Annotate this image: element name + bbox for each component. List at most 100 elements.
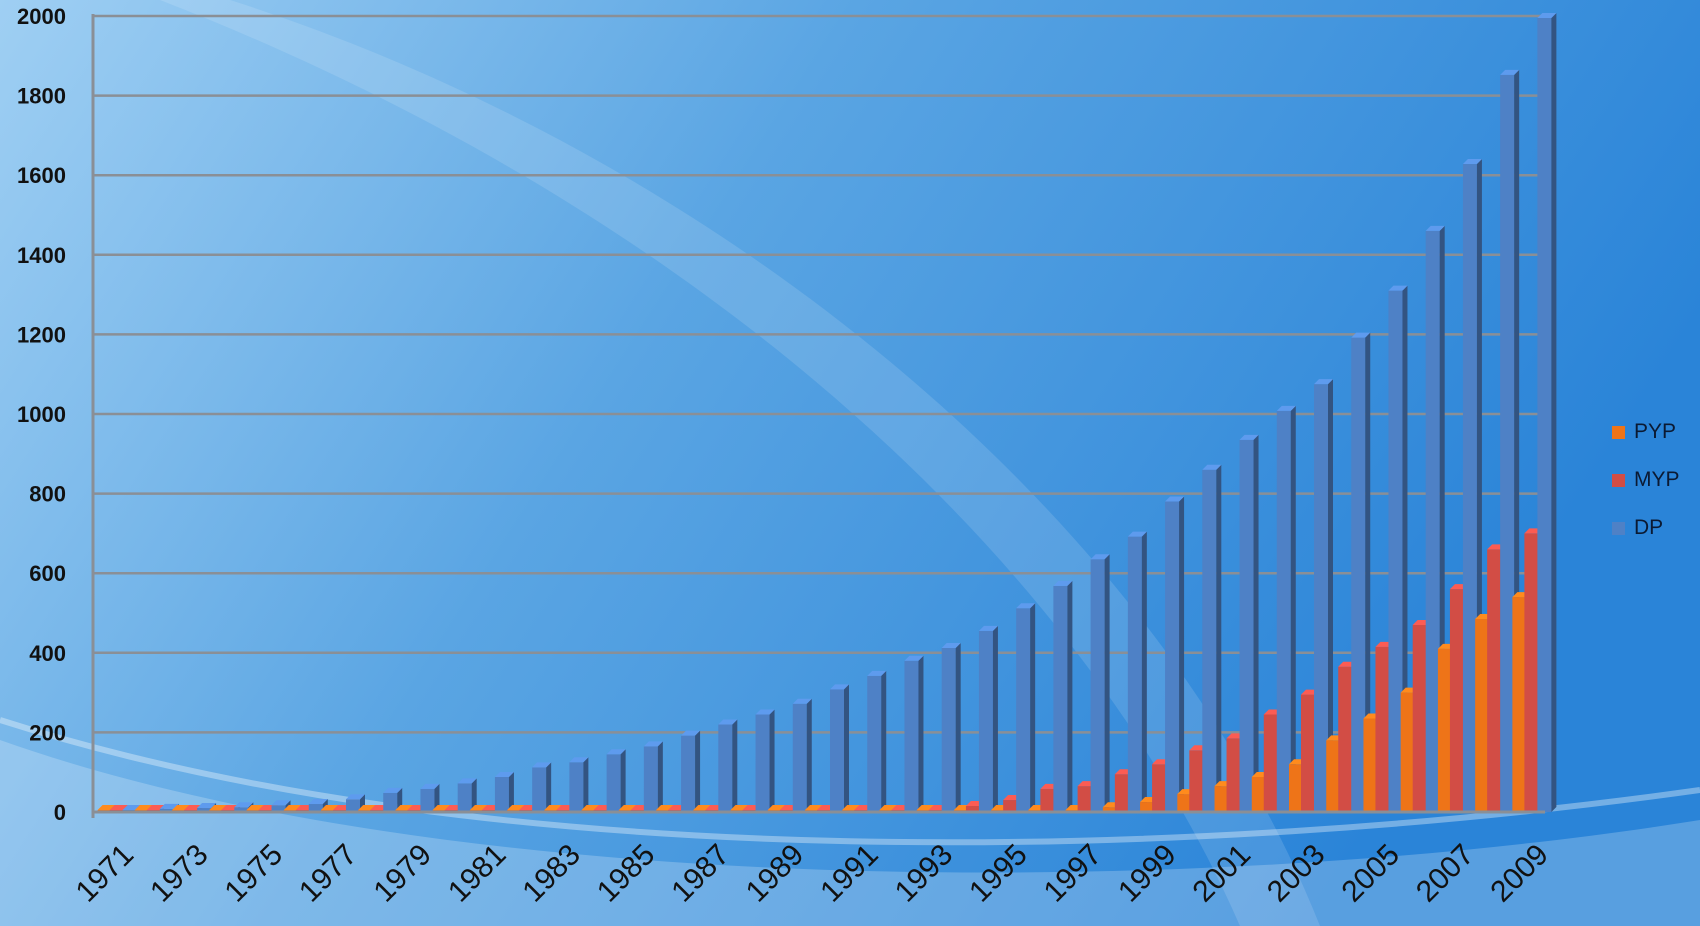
bar-side	[583, 757, 589, 812]
bar	[494, 771, 514, 812]
bar-top	[1537, 12, 1557, 18]
bar-side	[1253, 434, 1259, 812]
bar-front	[1189, 750, 1204, 812]
bar-top	[346, 794, 365, 800]
bar-top	[457, 778, 477, 784]
bar-side	[695, 730, 701, 812]
legend: PYP MYP DP	[1612, 408, 1698, 552]
bar-front	[1127, 536, 1142, 812]
x-tick-label: 1975	[219, 838, 290, 909]
bar-top	[234, 802, 254, 808]
bar-front	[1338, 666, 1353, 812]
bar-front	[978, 630, 993, 812]
bar-side	[1216, 464, 1222, 812]
bar-side	[1365, 332, 1371, 812]
bar-front	[234, 807, 249, 812]
bar-front	[1363, 718, 1378, 812]
bar-front	[792, 703, 807, 812]
x-tick-labels: 1971 1973 1975 1977 1979 1981 1983 1985 1987 1989…	[70, 838, 1555, 909]
x-tick-label: 2007	[1410, 838, 1481, 909]
bar-front	[1114, 774, 1129, 812]
bar-side	[992, 625, 998, 812]
bar-top	[1239, 434, 1259, 440]
bar-top	[755, 709, 775, 715]
x-tick-label: 1985	[591, 838, 662, 909]
legend-swatch-dp	[1612, 521, 1625, 535]
bar-front	[1437, 648, 1452, 812]
bar	[904, 655, 924, 812]
x-tick-label: 2005	[1335, 838, 1406, 909]
bar-side	[881, 670, 887, 812]
bar-top	[1351, 332, 1371, 338]
legend-item-pyp: PYP	[1612, 408, 1698, 456]
bar-front	[1053, 585, 1068, 812]
bar-front	[1177, 794, 1192, 812]
bar-side	[1328, 379, 1333, 812]
bar-side	[1551, 12, 1557, 813]
bar-front	[1289, 764, 1303, 812]
bar-front	[1475, 618, 1490, 812]
bar	[1314, 379, 1333, 812]
y-tick-label: 600	[29, 561, 66, 586]
bar	[1239, 434, 1259, 812]
bar-side	[844, 684, 849, 812]
bar-top	[941, 643, 961, 649]
bar	[1127, 531, 1147, 812]
bar-front	[308, 804, 323, 812]
bar	[1090, 554, 1110, 812]
bar-front	[346, 799, 360, 812]
x-tick-label: 1997	[1038, 838, 1109, 909]
bar	[1053, 580, 1073, 812]
bar-side	[1104, 554, 1110, 812]
bar-top	[532, 762, 552, 768]
bar-front	[1326, 740, 1341, 812]
bar-front	[1375, 646, 1390, 812]
legend-label-myp: MYP	[1634, 468, 1680, 491]
bar-front	[1140, 802, 1155, 812]
bar-front	[1090, 559, 1105, 812]
x-tick-label: 1973	[144, 838, 215, 909]
bar-front	[1400, 692, 1415, 812]
bar-front	[457, 783, 472, 812]
bar-side	[806, 698, 812, 812]
bar-front	[383, 792, 398, 812]
bar-front	[643, 746, 658, 812]
x-tick-label: 2003	[1261, 838, 1332, 909]
axes	[91, 14, 1545, 818]
bar-top	[159, 803, 179, 809]
bar-top	[1388, 285, 1408, 291]
bar-front	[1226, 738, 1241, 812]
bar-side	[769, 709, 775, 812]
bar-side	[732, 719, 738, 812]
bar	[978, 625, 998, 812]
bar	[569, 757, 589, 812]
x-tick-label: 2001	[1187, 838, 1258, 909]
y-tick-label: 1800	[17, 84, 66, 109]
y-tick-label: 400	[29, 641, 66, 666]
bar-front	[606, 754, 621, 812]
bar-side	[508, 771, 514, 812]
bar-front	[965, 806, 980, 812]
bar-top	[1053, 580, 1073, 586]
y-tick-label: 200	[29, 720, 66, 745]
bar-side	[1141, 531, 1147, 812]
bar-front	[1524, 533, 1539, 812]
x-tick-label: 1981	[442, 838, 513, 909]
x-tick-label: 1977	[293, 838, 364, 909]
bar-front	[569, 762, 584, 812]
bar-front	[1487, 549, 1502, 812]
bar-front	[1301, 694, 1315, 812]
x-tick-label: 1987	[665, 838, 736, 909]
bar-front	[159, 808, 174, 812]
bar-front	[867, 675, 882, 812]
bar-front	[1412, 624, 1427, 812]
bar-front	[197, 808, 212, 812]
bar	[755, 709, 775, 812]
bar-front	[1040, 788, 1055, 812]
bar-side	[1290, 405, 1296, 812]
bar-side	[546, 762, 552, 812]
bar-side	[1030, 603, 1036, 812]
legend-item-dp: DP	[1612, 504, 1698, 552]
bar	[681, 730, 701, 812]
